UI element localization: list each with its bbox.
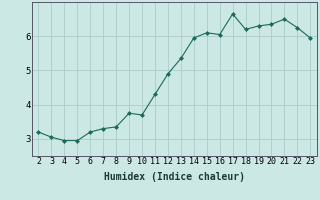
X-axis label: Humidex (Indice chaleur): Humidex (Indice chaleur): [104, 172, 245, 182]
